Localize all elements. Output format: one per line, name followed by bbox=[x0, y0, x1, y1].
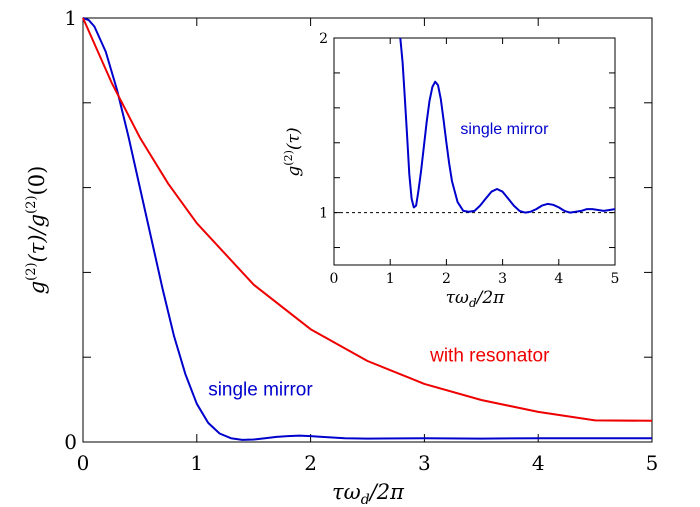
main-series bbox=[82, 17, 653, 441]
main-x-tick-label: 4 bbox=[532, 451, 545, 475]
inset-series-single-mirror bbox=[399, 37, 616, 214]
main-plot-frame bbox=[82, 17, 653, 443]
inset-y-tick-label: 1 bbox=[319, 206, 328, 222]
inset-x-tick-label: 0 bbox=[330, 271, 339, 287]
main-series-single-mirror bbox=[82, 17, 652, 441]
inset-x-tick-label: 1 bbox=[386, 271, 395, 287]
inset-x-tick-label: 2 bbox=[442, 271, 451, 287]
annotation-with-resonator: with resonator bbox=[429, 345, 550, 366]
inset-ticks bbox=[333, 37, 616, 265]
inset-y-axis-title: g(2)(τ) bbox=[282, 127, 304, 176]
main-tick-labels: 0 1 2 3 4 5 0 1 bbox=[64, 6, 658, 475]
main-x-tick-label: 5 bbox=[646, 451, 659, 475]
main-x-axis-title: τωd/2π bbox=[332, 480, 405, 507]
inset-tick-labels: 0 1 2 3 4 5 1 2 bbox=[319, 31, 619, 287]
main-ticks bbox=[82, 17, 653, 443]
inset-series bbox=[399, 37, 616, 214]
main-x-tick-label: 0 bbox=[77, 451, 90, 475]
inset-x-tick-label: 5 bbox=[611, 271, 620, 287]
inset-x-axis-title: τωd/2π bbox=[446, 288, 506, 310]
main-x-tick-label: 2 bbox=[304, 451, 317, 475]
inset-y-tick-label: 2 bbox=[319, 31, 328, 47]
inset-annotation-single-mirror: single mirror bbox=[460, 121, 549, 138]
main-y-tick-label: 0 bbox=[64, 430, 77, 454]
inset-plot-frame bbox=[333, 37, 616, 266]
main-y-axis-title: g(2)(τ)/g(2)(0) bbox=[24, 166, 49, 295]
inset-x-tick-label: 4 bbox=[554, 271, 563, 287]
main-y-tick-label: 1 bbox=[64, 6, 77, 30]
annotation-single-mirror: single mirror bbox=[208, 379, 313, 400]
inset-x-tick-label: 3 bbox=[498, 271, 507, 287]
main-plot: 0 1 2 3 4 5 0 1 τωd/2π g(2)(τ)/g(2)(0) with res… bbox=[24, 6, 658, 507]
main-series-with-resonator bbox=[82, 17, 653, 422]
main-x-tick-label: 1 bbox=[190, 451, 203, 475]
inset-plot: 0 1 2 3 4 5 1 2 τωd/2π g(2)(τ) single mirror bbox=[282, 31, 619, 310]
main-x-tick-label: 3 bbox=[418, 451, 431, 475]
